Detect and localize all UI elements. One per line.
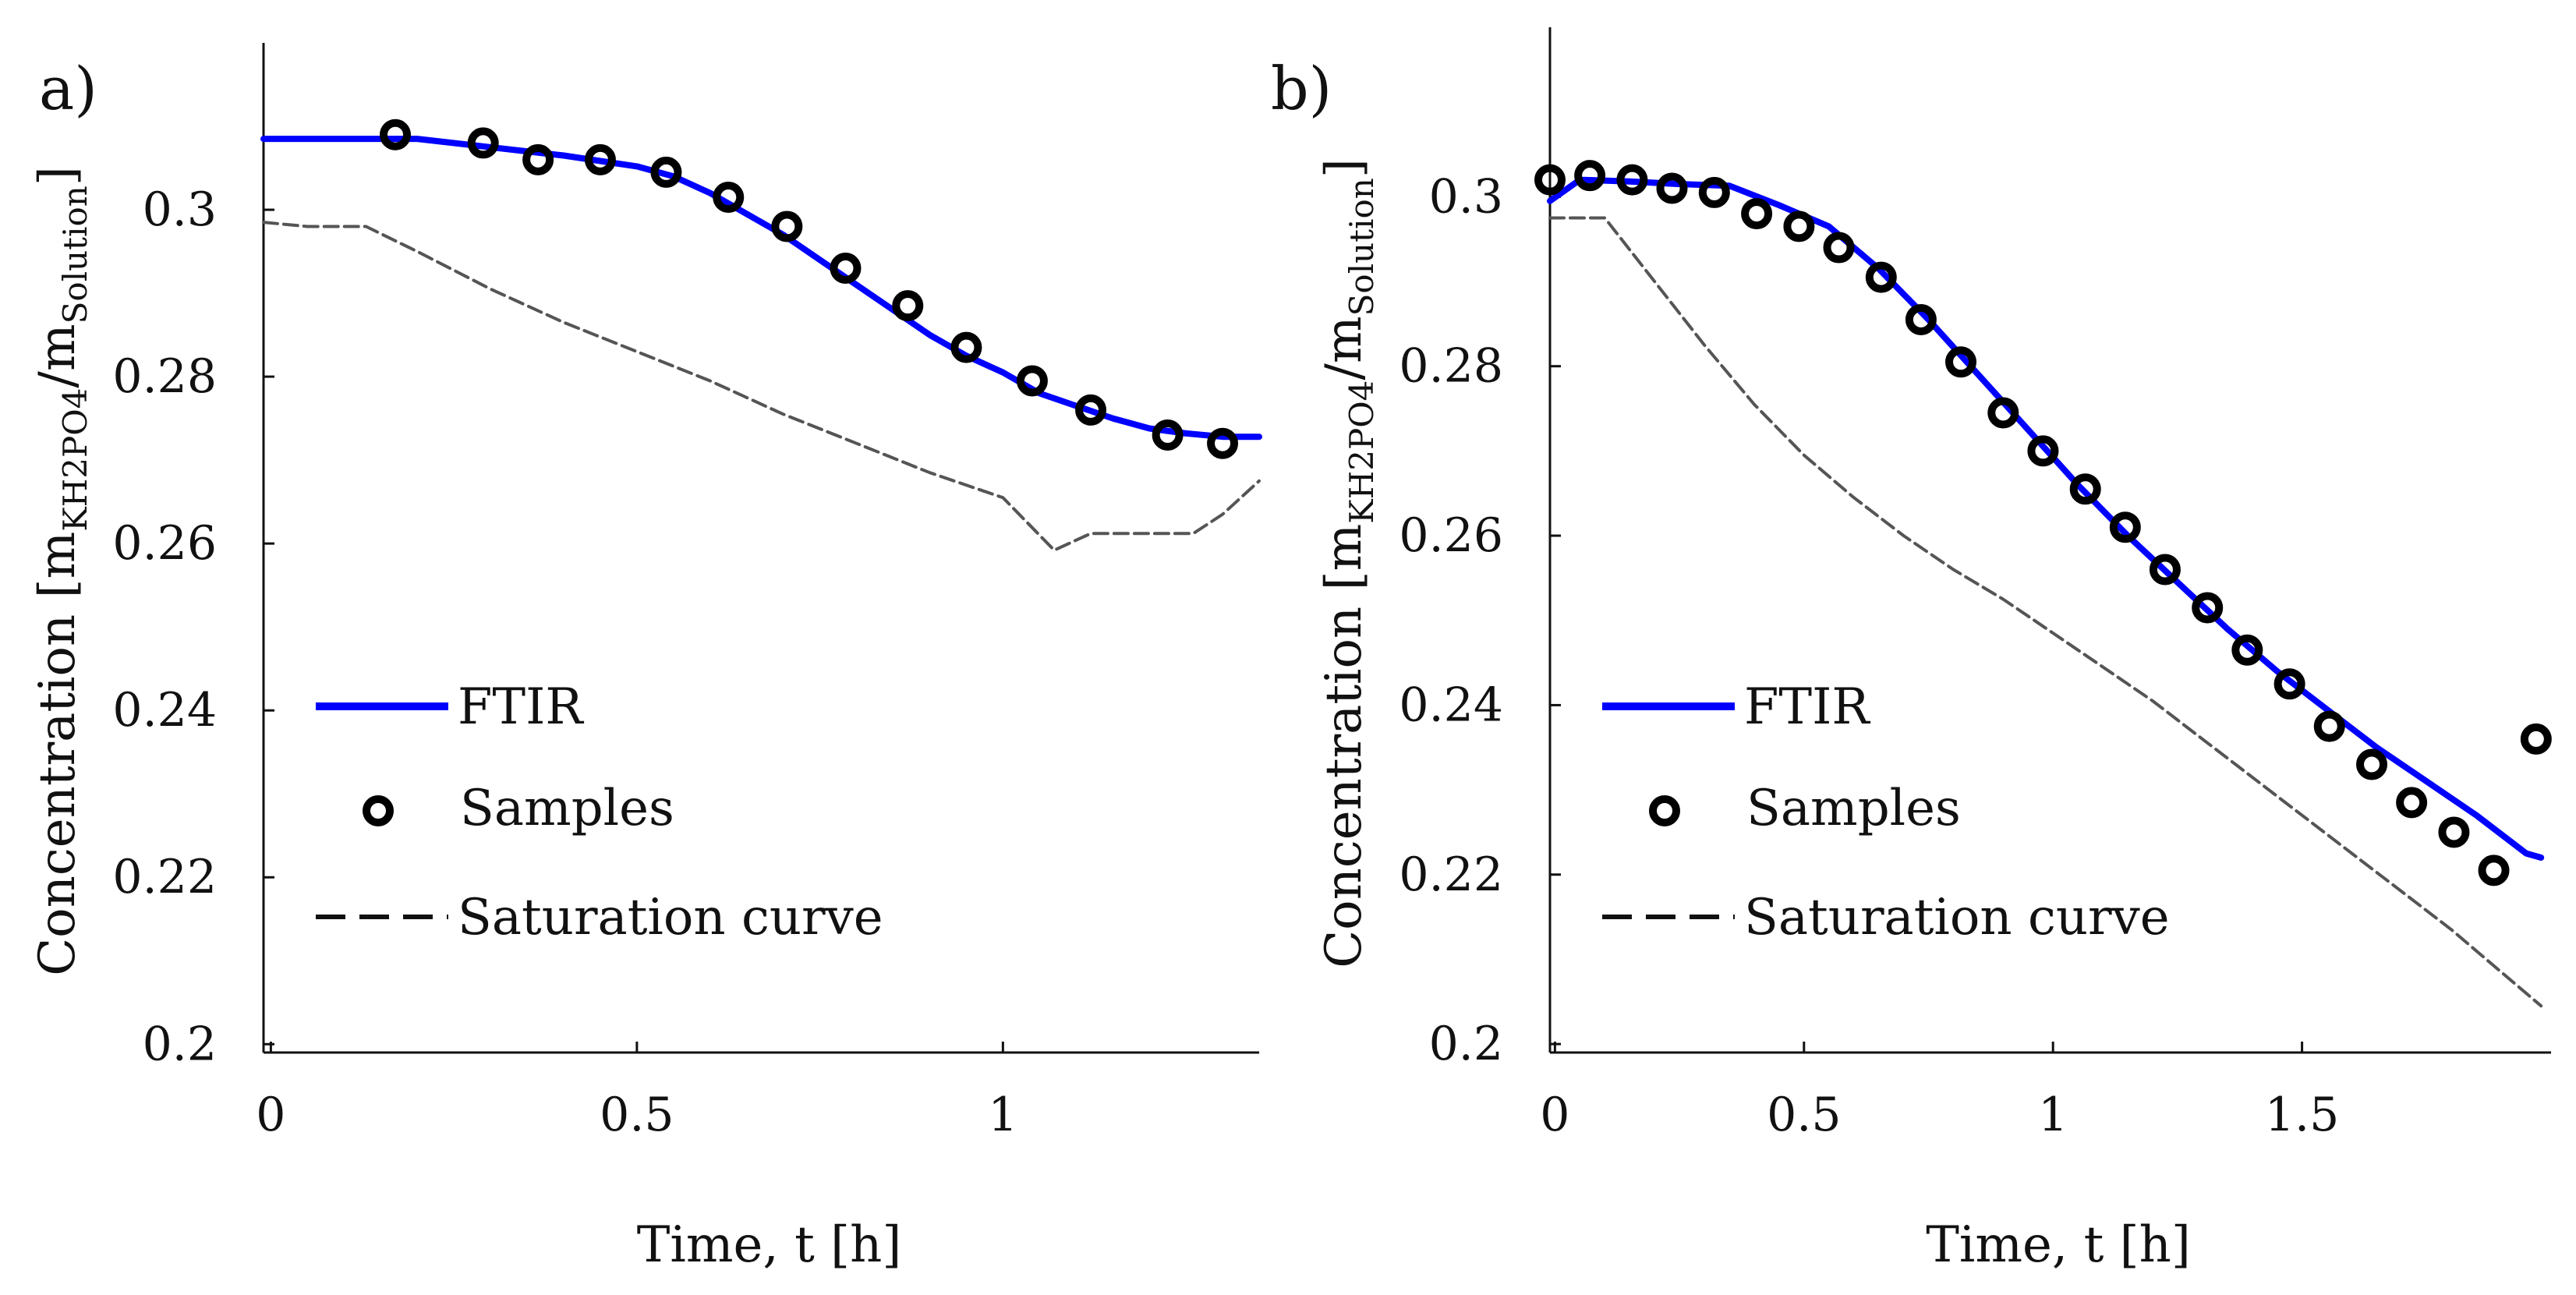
panel-b-sample-point	[2438, 816, 2470, 848]
panel-b-sample-point	[2069, 473, 2101, 505]
panel-a-sample-point	[830, 252, 862, 284]
panel-a-series-samples	[380, 119, 1239, 459]
panel-b-y-tick-label: 0.2	[1429, 1017, 1503, 1071]
panel-a-sample-point	[584, 143, 616, 175]
panel-b-sample-point	[2109, 511, 2141, 543]
panel-a: a) 0.2 0.22 0.24 0.26 0.28 0.3 0 0.5 1 Time, t [h]…	[29, 43, 1262, 1274]
panel-b-sample-point	[1865, 261, 1897, 293]
panel-a-sample-point	[892, 290, 924, 322]
panel-b-sample-point	[2520, 723, 2552, 755]
panel-b-y-tick-label: 0.22	[1399, 847, 1503, 902]
panel-a-sample-point	[467, 127, 499, 159]
panel-a-sample-point	[1075, 394, 1107, 426]
panel-b-sample-point	[1823, 232, 1855, 264]
panel-b: b) 0.2 0.22 0.24 0.26 0.28 0.3 0 0.5 1 1.5 Time, t …	[1271, 27, 2552, 1274]
panel-a-x-tick-label: 0	[256, 1088, 285, 1142]
panel-b-label: b)	[1271, 54, 1332, 123]
panel-a-legend-label-saturation-curve: Saturation curve	[458, 889, 883, 946]
panel-b-sample-point	[1616, 164, 1648, 196]
panel-a-y-tick-label: 0.26	[112, 516, 217, 571]
panel-a-sample-point	[771, 211, 803, 242]
panel-b-sample-point	[1534, 164, 1566, 196]
panel-b-x-tick-label: 1	[2038, 1088, 2068, 1142]
panel-a-legend: FTIR Samples Saturation curve	[316, 678, 883, 946]
panel-b-sample-point	[2478, 854, 2510, 886]
panel-b-sample-point	[1905, 303, 1937, 335]
panel-b-legend-label-ftir: FTIR	[1744, 678, 1870, 736]
panel-a-y-tick-label: 0.24	[112, 683, 217, 738]
panel-a-sample-point	[650, 156, 682, 188]
panel-b-sample-point	[2273, 668, 2305, 700]
panel-b-y-tick-label: 0.3	[1429, 169, 1503, 224]
panel-a-legend-marker-samples	[363, 795, 394, 826]
panel-b-sample-point	[1574, 160, 1606, 192]
panel-a-sample-point	[950, 331, 982, 363]
panel-b-sample-point	[2027, 435, 2059, 467]
panel-a-y-tick-label: 0.3	[143, 182, 217, 237]
panel-a-sample-point	[1016, 365, 1048, 397]
panel-a-series-saturation-curve	[262, 221, 1261, 552]
panel-b-sample-point	[2396, 787, 2428, 819]
panel-a-legend-label-ftir: FTIR	[458, 678, 584, 736]
panel-b-x-tick-label: 0	[1540, 1088, 1569, 1142]
panel-b-x-tick-label: 1.5	[2265, 1088, 2339, 1142]
panel-b-sample-point	[2231, 634, 2263, 666]
panel-b-sample-point	[1656, 172, 1688, 204]
panel-a-label: a)	[39, 54, 97, 123]
panel-b-y-axis-label: Concentration [mKH2PO4/mSolution]	[1315, 158, 1381, 968]
panel-b-series-saturation-curve	[1548, 216, 2543, 1008]
panel-a-x-axis-label: Time, t [h]	[637, 1216, 902, 1274]
panel-a-sample-point	[713, 181, 745, 213]
panel-a-legend-label-samples: Samples	[460, 780, 674, 837]
panel-b-legend: FTIR Samples Saturation curve	[1602, 678, 2170, 946]
panel-a-y-tick-label: 0.22	[112, 850, 217, 904]
panel-b-legend-label-samples: Samples	[1746, 780, 1961, 837]
panel-b-y-tick-label: 0.28	[1399, 339, 1503, 394]
panel-b-sample-point	[2356, 748, 2388, 780]
panel-a-sample-point	[522, 143, 554, 175]
panel-b-x-axis-label: Time, t [h]	[1926, 1216, 2191, 1274]
panel-b-series-samples	[1534, 160, 2552, 886]
panel-a-y-tick-label: 0.28	[112, 349, 217, 404]
panel-b-legend-marker-samples	[1649, 795, 1680, 826]
panel-a-x-tick-label: 1	[988, 1088, 1017, 1142]
panel-a-y-axis-label: Concentration [mKH2PO4/mSolution]	[29, 166, 94, 976]
panel-a-y-tick-label: 0.2	[143, 1017, 217, 1071]
panel-b-sample-point	[1987, 397, 2019, 429]
panel-a-sample-point	[380, 119, 412, 150]
panel-b-y-tick-label: 0.26	[1399, 508, 1503, 563]
panel-b-y-tick-label: 0.24	[1399, 678, 1503, 732]
panel-b-sample-point	[2192, 592, 2224, 624]
panel-b-x-tick-label: 0.5	[1767, 1088, 1841, 1142]
panel-a-sample-point	[1207, 427, 1239, 459]
panel-a-x-tick-label: 0.5	[600, 1088, 674, 1142]
panel-b-sample-point	[1783, 211, 1815, 242]
panel-b-sample-point	[1945, 346, 1977, 378]
panel-b-sample-point	[2149, 554, 2181, 586]
panel-b-sample-point	[1698, 176, 1730, 208]
panel-b-legend-label-saturation-curve: Saturation curve	[1744, 889, 2170, 946]
panel-b-sample-point	[2313, 710, 2345, 742]
panel-b-sample-point	[1741, 198, 1773, 230]
panel-a-sample-point	[1152, 419, 1184, 451]
